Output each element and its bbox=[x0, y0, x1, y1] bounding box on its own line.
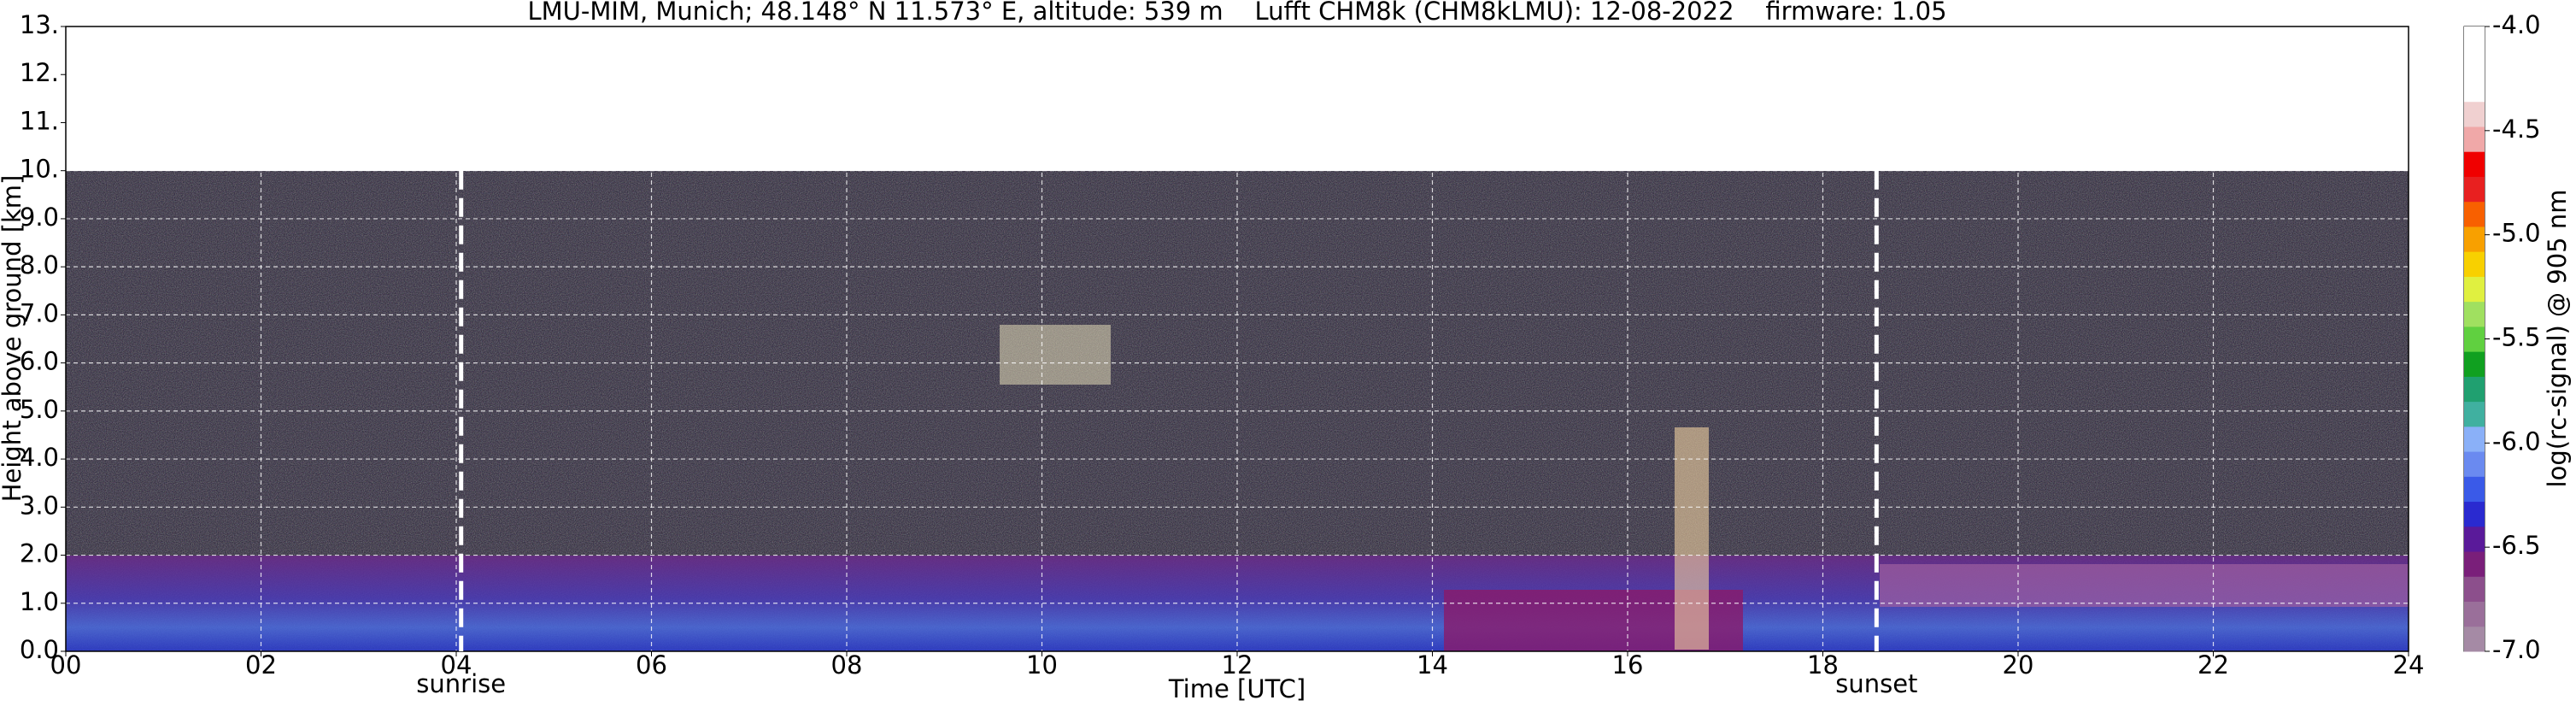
x-tick-label: 06 bbox=[636, 650, 667, 680]
x-tick-label: 02 bbox=[245, 650, 277, 680]
boundary-layer bbox=[1880, 564, 2409, 607]
colorbar-segment bbox=[2464, 101, 2485, 127]
y-tick-label: 12. bbox=[20, 58, 59, 87]
colorbar-segment bbox=[2464, 476, 2485, 503]
colorbar-tick-label: -4.0 bbox=[2492, 10, 2541, 39]
colorbar-label: log(rc-signal) @ 905 nm bbox=[2543, 190, 2572, 488]
colorbar-tick-label: -5.0 bbox=[2492, 219, 2541, 248]
colorbar-segment bbox=[2464, 426, 2485, 452]
x-axis-label: Time [UTC] bbox=[1168, 674, 1306, 703]
colorbar-segment bbox=[2464, 451, 2485, 477]
colorbar-segment bbox=[2464, 126, 2485, 152]
y-tick-label: 10. bbox=[20, 155, 59, 184]
y-tick-label: 3.0 bbox=[20, 491, 59, 520]
colorbar-segment bbox=[2464, 576, 2485, 603]
y-tick-label: 9.0 bbox=[20, 203, 59, 232]
y-tick-label: 2.0 bbox=[20, 539, 59, 568]
colorbar-segment bbox=[2464, 401, 2485, 427]
colorbar-segment bbox=[2464, 26, 2485, 52]
annotation-label: sunset bbox=[1835, 669, 1917, 698]
colorbar-segment bbox=[2464, 551, 2485, 577]
x-tick-label: 18 bbox=[1807, 650, 1839, 680]
colorbar-segment bbox=[2464, 376, 2485, 403]
x-tick-label: 20 bbox=[2003, 650, 2034, 680]
y-tick-label: 13. bbox=[20, 10, 59, 39]
colorbar-segment bbox=[2464, 526, 2485, 552]
colorbar-tick-label: -6.0 bbox=[2492, 427, 2541, 456]
x-tick-label: 12 bbox=[1222, 650, 1253, 680]
colorbar-segment bbox=[2464, 601, 2485, 627]
x-tick-label: 24 bbox=[2393, 650, 2425, 680]
x-tick-label: 10 bbox=[1026, 650, 1058, 680]
y-tick-label: 7.0 bbox=[20, 298, 59, 327]
y-tick-label: 11. bbox=[20, 106, 59, 135]
colorbar-segment bbox=[2464, 176, 2485, 203]
colorbar-segment bbox=[2464, 51, 2485, 77]
x-tick-label: 00 bbox=[50, 650, 82, 680]
colorbar-segment bbox=[2464, 301, 2485, 327]
colorbar-segment bbox=[2464, 76, 2485, 103]
cloud bbox=[1000, 325, 1111, 385]
grid bbox=[66, 26, 2409, 651]
y-tick-label: 5.0 bbox=[20, 395, 59, 424]
x-tick-label: 08 bbox=[831, 650, 863, 680]
colorbar-segment bbox=[2464, 251, 2485, 277]
colorbar-segment bbox=[2464, 351, 2485, 377]
annotation-label: sunrise bbox=[416, 669, 506, 698]
y-axis-label: Height above ground [km] bbox=[0, 175, 26, 503]
cloud bbox=[1675, 427, 1709, 650]
colorbar-segment bbox=[2464, 326, 2485, 352]
y-tick-label: 0.0 bbox=[20, 635, 59, 664]
colorbar-segment bbox=[2464, 151, 2485, 177]
colorbar-tick-label: -6.5 bbox=[2492, 531, 2541, 560]
colorbar-segment bbox=[2464, 501, 2485, 527]
x-tick-label: 22 bbox=[2198, 650, 2229, 680]
y-tick-label: 8.0 bbox=[20, 250, 59, 279]
chart-title: LMU-MIM, Munich; 48.148° N 11.573° E, al… bbox=[527, 0, 1946, 26]
x-tick-label: 04 bbox=[441, 650, 472, 680]
colorbar-tick-label: -5.5 bbox=[2492, 323, 2541, 352]
colorbar-tick-label: -4.5 bbox=[2492, 115, 2541, 144]
x-tick-label: 16 bbox=[1612, 650, 1644, 680]
y-tick-label: 6.0 bbox=[20, 347, 59, 376]
colorbar-segment bbox=[2464, 226, 2485, 252]
y-tick-label: 4.0 bbox=[20, 443, 59, 472]
colorbar-segment bbox=[2464, 201, 2485, 227]
x-tick-label: 14 bbox=[1417, 650, 1448, 680]
colorbar-segment bbox=[2464, 276, 2485, 303]
y-tick-label: 1.0 bbox=[20, 587, 59, 616]
colorbar-segment bbox=[2464, 626, 2485, 652]
colorbar-tick-label: -7.0 bbox=[2492, 635, 2541, 664]
